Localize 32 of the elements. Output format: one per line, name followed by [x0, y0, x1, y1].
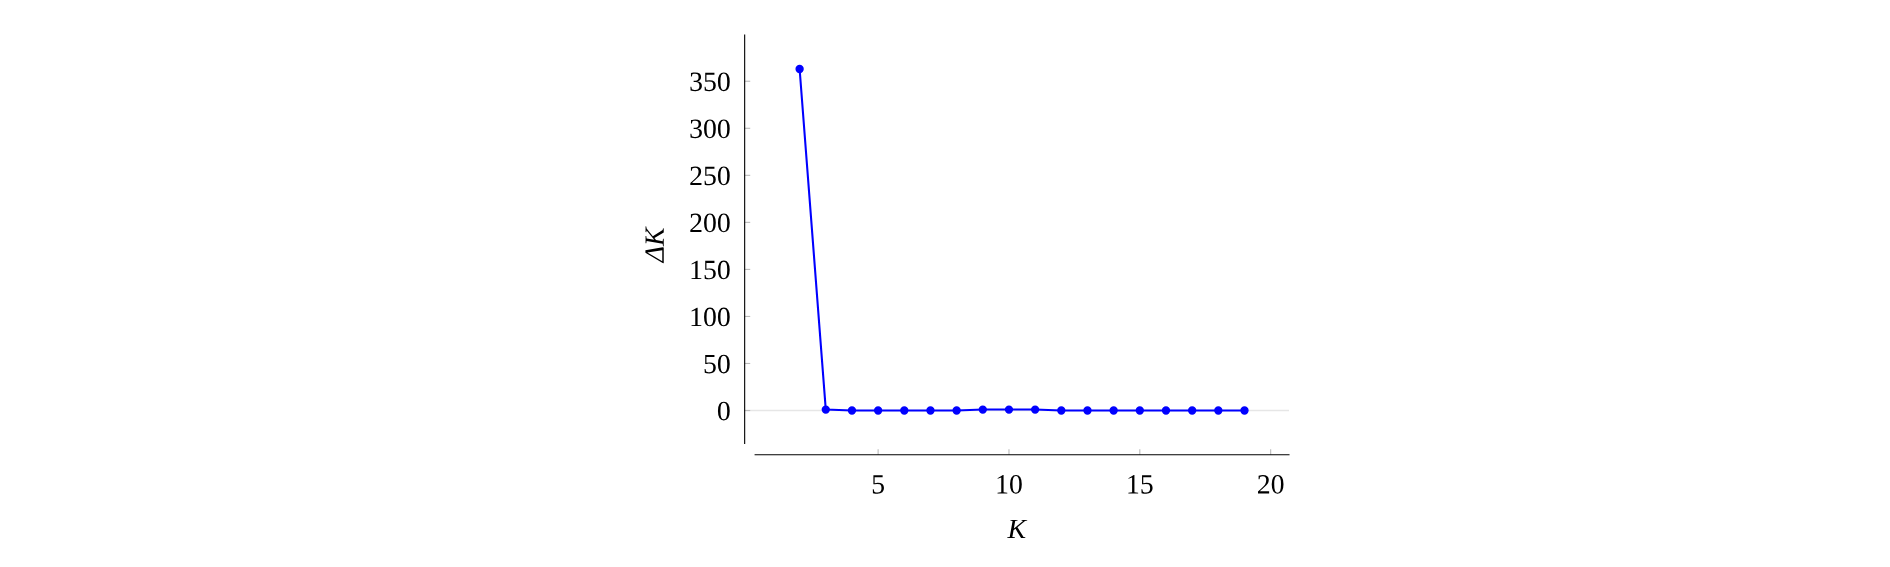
x-tick-label: 10: [997, 474, 1022, 494]
point: [926, 406, 935, 415]
y-tick-label: 50: [704, 354, 730, 374]
y-tick-label: 150: [691, 260, 730, 280]
point: [1214, 406, 1223, 415]
point: [847, 406, 857, 415]
y-axis-title: ΔK: [645, 226, 664, 264]
point: [1240, 406, 1249, 415]
x-tick-label: 20: [1257, 474, 1284, 494]
x-axis-title: K: [1007, 519, 1028, 539]
point: [1004, 405, 1014, 414]
y-tick-label: 100: [691, 307, 730, 327]
point: [952, 406, 961, 415]
point: [821, 405, 830, 414]
y-tick-label: 200: [690, 213, 730, 233]
point: [1161, 406, 1171, 415]
y-tick-label: 250: [690, 166, 730, 186]
y-tick-label: 300: [690, 119, 730, 139]
point: [873, 406, 883, 415]
point: [978, 405, 987, 414]
x-tick-label: 15: [1128, 475, 1153, 494]
y-tick-label: 350: [690, 72, 730, 92]
point: [795, 64, 804, 74]
point: [900, 406, 909, 415]
x-tick-label: 5: [872, 475, 884, 494]
point: [1109, 406, 1118, 415]
point: [1187, 406, 1197, 415]
point: [1030, 405, 1040, 414]
point: [1057, 406, 1066, 415]
y-tick-label: 0: [717, 401, 730, 421]
point: [1083, 406, 1092, 415]
point: [1135, 406, 1144, 415]
